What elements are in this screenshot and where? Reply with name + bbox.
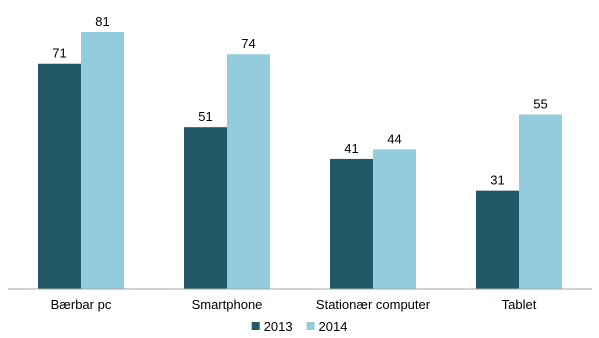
data-labels-group: 71 81 51 74 41 44 31 55 <box>52 14 547 188</box>
data-label-station-r-computer-2013: 41 <box>344 141 358 156</box>
bar-tablet-2013 <box>476 190 519 289</box>
legend-label-2014: 2014 <box>319 319 348 334</box>
x-tick-label-tablet: Tablet <box>502 297 537 312</box>
data-label-b-rbar-pc-2013: 71 <box>52 46 66 61</box>
data-label-tablet-2014: 55 <box>533 96 547 111</box>
bar-b-rbar-pc-2014 <box>81 32 124 289</box>
x-tick-labels-group: Bærbar pc Smartphone Stationær computer Tab… <box>51 297 537 312</box>
bar-tablet-2014 <box>519 114 562 289</box>
data-label-smartphone-2013: 51 <box>198 109 212 124</box>
legend: 2013 2014 <box>251 319 348 334</box>
legend-swatch-2013 <box>251 322 260 330</box>
legend-label-2013: 2013 <box>264 319 293 334</box>
bar-station-r-computer-2013 <box>330 158 373 289</box>
bar-smartphone-2013 <box>184 127 227 290</box>
data-label-b-rbar-pc-2014: 81 <box>95 14 109 29</box>
bar-smartphone-2014 <box>227 54 270 290</box>
x-tick-label-b-rbar-pc: Bærbar pc <box>51 297 112 312</box>
x-tick-label-station-r-computer: Stationær computer <box>316 297 431 312</box>
legend-swatch-2014 <box>306 322 315 330</box>
data-label-station-r-computer-2014: 44 <box>387 131 401 146</box>
bar-station-r-computer-2014 <box>373 149 416 289</box>
data-label-smartphone-2014: 74 <box>241 36 255 51</box>
data-label-tablet-2013: 31 <box>490 173 504 188</box>
x-tick-label-smartphone: Smartphone <box>192 297 263 312</box>
bar-b-rbar-pc-2013 <box>38 63 81 289</box>
bars-group <box>38 32 562 290</box>
